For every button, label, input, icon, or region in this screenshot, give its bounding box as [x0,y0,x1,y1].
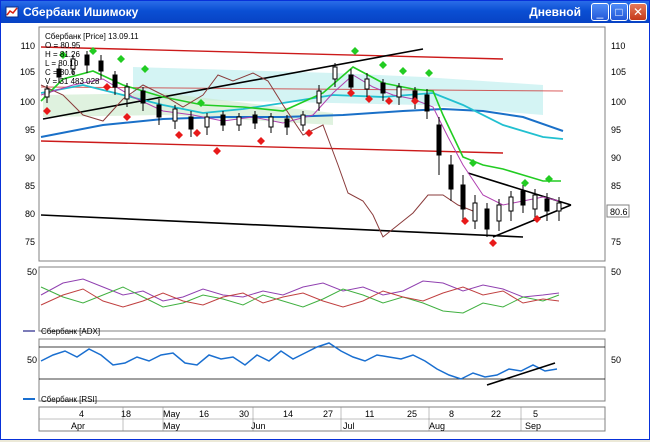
rsi-y-tick-left: 50 [27,355,37,365]
day-label: 22 [491,409,501,419]
time-axis: 4 18 May 16 30 14 27 11 25 8 22 5 Apr Ma… [38,406,606,432]
window-title: Сбербанк Ишимоку [23,5,139,19]
y-tick-left-75: 75 [25,237,35,247]
day-label: 30 [239,409,249,419]
resistance-line-upper [40,46,504,60]
price-legend-title: Сбербанк [Price] 13.09.11 [45,32,139,41]
day-label: 14 [283,409,293,419]
adx-minus-di-line [40,286,560,308]
y-tick-right-100: 100 [611,97,626,107]
month-label: Aug [429,421,445,431]
y-tick-left-85: 85 [25,181,35,191]
current-price-label: 80.6 [610,207,628,217]
rsi-trend-line [486,362,556,386]
day-label: May [163,409,181,419]
legend-low: L = 80.10 [45,59,79,68]
legend-volume: V = 31 483 028 [45,77,100,86]
kijun-line [40,66,561,182]
day-label: 4 [79,409,84,419]
month-label: Jun [251,421,266,431]
y-tick-left-105: 105 [20,67,35,77]
legend-close: C = 80.6 [45,68,76,77]
y-tick-left-110: 110 [21,41,35,51]
kumo-cloud-upper [133,67,543,115]
adx-plus-di-line [40,286,560,314]
legend-open: O = 80.95 [45,41,81,50]
adx-label: Сбербанк [ADX] [41,327,100,336]
y-tick-right-105: 105 [611,67,626,77]
day-label: 16 [199,409,209,419]
y-tick-left-90: 90 [25,153,35,163]
day-label: 18 [121,409,131,419]
day-label: 11 [365,409,374,419]
rsi-line [40,342,558,380]
adx-panel[interactable]: 50 50 Сбербанк [ADX] [23,266,621,336]
chart-svg[interactable]: Сбербанк [Price] 13.09.11 O = 80.95 H = … [3,25,647,437]
day-label: 27 [323,409,333,419]
support-line [40,214,524,238]
chart-area[interactable]: Сбербанк [Price] 13.09.11 O = 80.95 H = … [3,25,647,437]
minimize-button[interactable]: _ [591,3,609,21]
y-tick-right-95: 95 [611,125,621,135]
chikou-line [40,72,474,238]
title-bar[interactable]: Сбербанк Ишимоку Дневной _ □ ✕ [1,1,649,23]
price-panel[interactable]: Сбербанк [Price] 13.09.11 O = 80.95 H = … [20,26,630,262]
current-price-box [606,204,630,218]
y-tick-right-75: 75 [611,237,621,247]
month-label: Apr [71,421,85,431]
adx-y-tick-left: 50 [27,267,37,277]
y-tick-left-95: 95 [25,125,35,135]
day-label: 8 [449,409,454,419]
y-tick-left-80: 80 [25,209,35,219]
rsi-y-tick-right: 50 [611,355,621,365]
legend-high: H = 81.26 [45,50,80,59]
day-label: 5 [533,409,538,419]
rsi-label: Сбербанк [RSI] [41,395,97,404]
y-tick-left-100: 100 [20,97,35,107]
uptrend-line [42,48,424,120]
close-button[interactable]: ✕ [629,3,647,21]
app-icon [5,6,19,18]
adx-line [40,278,560,302]
maximize-button[interactable]: □ [610,3,628,21]
resistance-line-lower [40,140,504,154]
month-label: Jul [343,421,355,431]
y-tick-right-90: 90 [611,153,621,163]
period-label: Дневной [529,5,581,19]
rsi-panel[interactable]: 50 50 Сбербанк [RSI] [23,338,621,404]
bull-signal-markers [59,47,553,187]
month-label: Sep [525,421,541,431]
y-tick-right-110: 110 [611,41,625,51]
adx-y-tick-right: 50 [611,267,621,277]
y-tick-right-85: 85 [611,181,621,191]
ma-blue-line [40,107,564,138]
bear-signal-markers [43,83,541,247]
month-label: May [163,421,181,431]
day-label: 25 [407,409,417,419]
